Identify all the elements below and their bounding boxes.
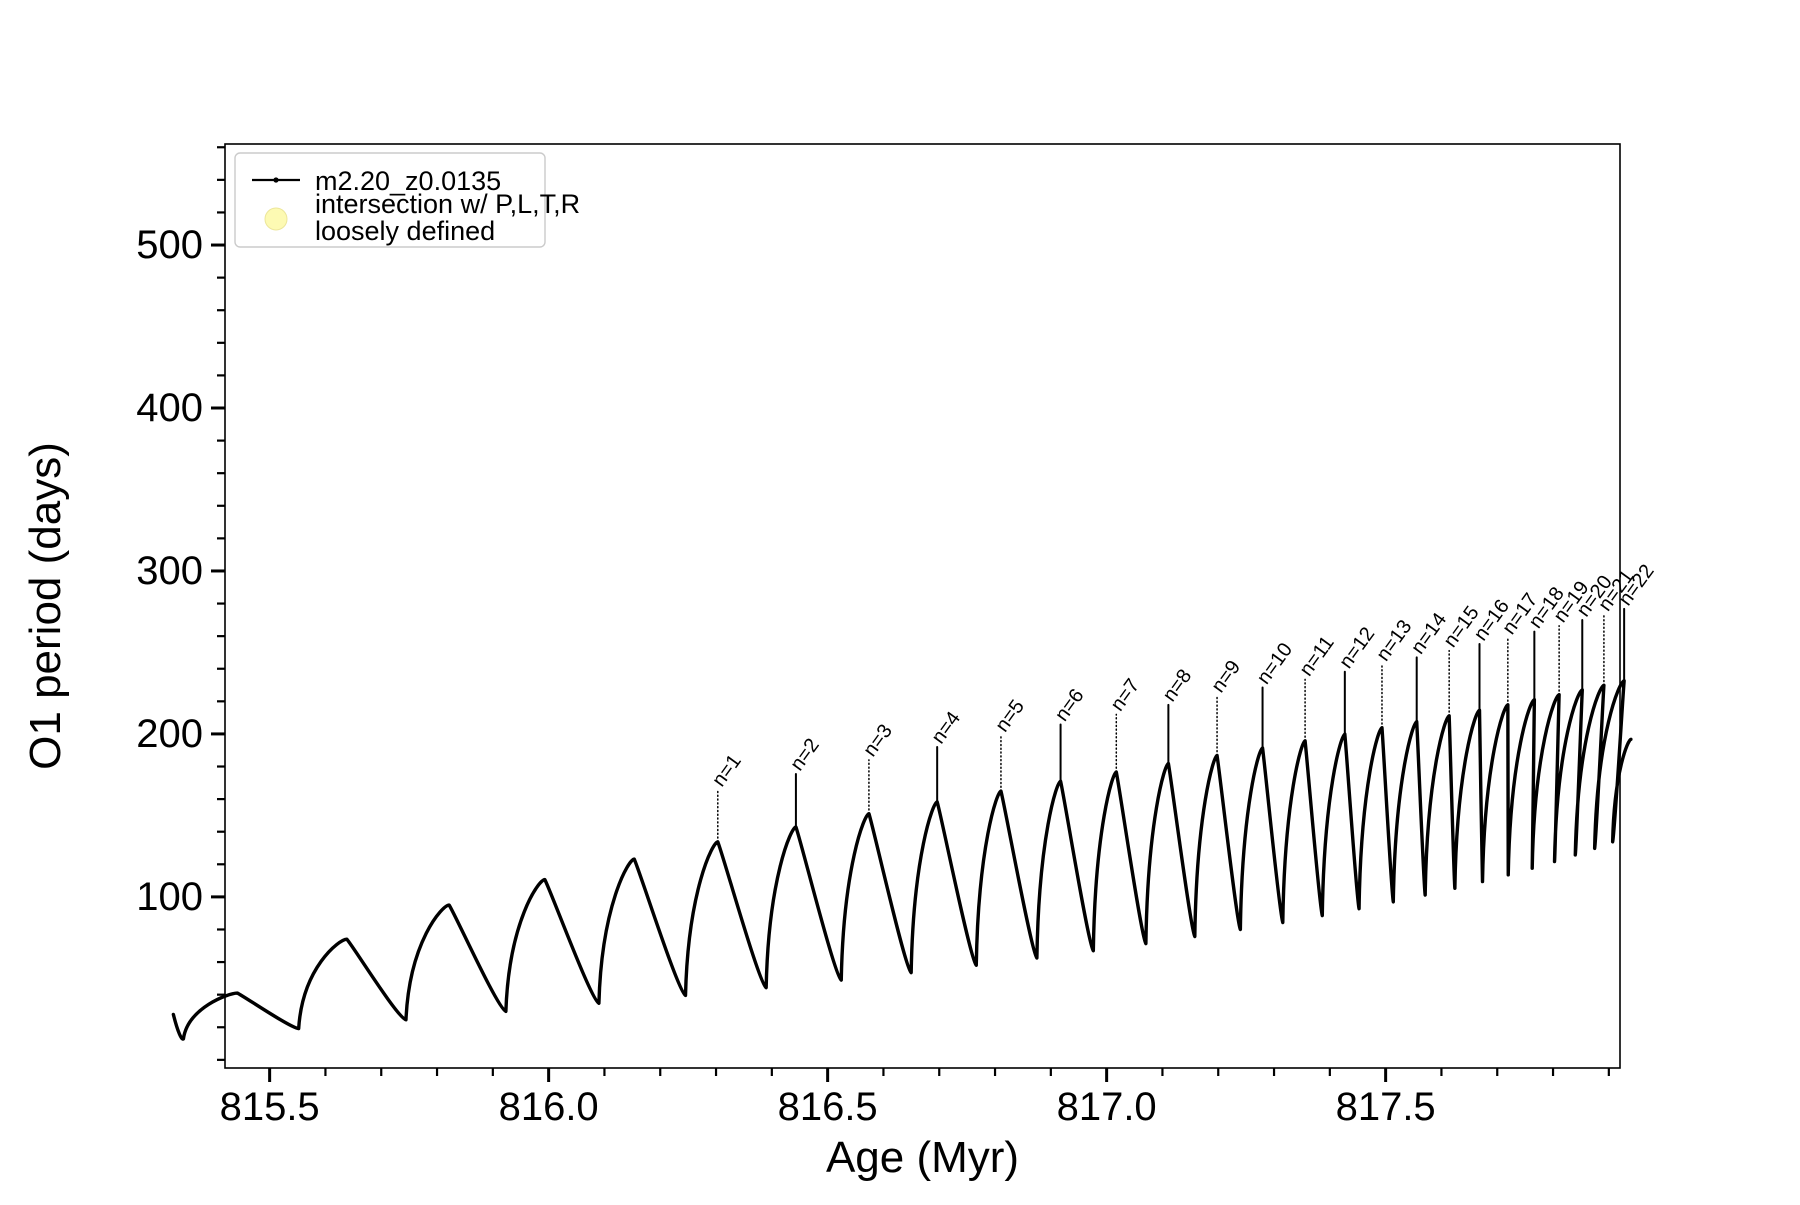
svg-text:300: 300 [136, 549, 203, 593]
svg-text:816.0: 816.0 [499, 1085, 599, 1129]
svg-text:n=4: n=4 [927, 708, 965, 748]
svg-text:intersection w/ P,L,T,R: intersection w/ P,L,T,R [315, 189, 580, 219]
svg-text:400: 400 [136, 386, 203, 430]
svg-text:Age (Myr): Age (Myr) [826, 1133, 1019, 1182]
svg-text:100: 100 [136, 875, 203, 919]
svg-text:n=7: n=7 [1107, 675, 1145, 715]
svg-text:n=12: n=12 [1335, 623, 1379, 672]
svg-text:n=2: n=2 [786, 735, 824, 775]
svg-text:815.5: 815.5 [220, 1085, 320, 1129]
svg-text:O1 period (days): O1 period (days) [21, 442, 70, 770]
svg-text:816.5: 816.5 [778, 1085, 878, 1129]
svg-text:n=1: n=1 [708, 750, 746, 790]
svg-text:n=9: n=9 [1207, 656, 1245, 696]
svg-text:n=5: n=5 [991, 696, 1029, 736]
svg-text:500: 500 [136, 223, 203, 267]
svg-text:n=11: n=11 [1295, 632, 1338, 680]
svg-text:200: 200 [136, 712, 203, 756]
svg-text:loosely defined: loosely defined [315, 216, 495, 246]
svg-text:817.5: 817.5 [1336, 1085, 1436, 1129]
svg-text:n=3: n=3 [859, 720, 897, 760]
svg-text:n=8: n=8 [1159, 665, 1197, 705]
svg-text:n=10: n=10 [1253, 639, 1297, 688]
svg-text:n=6: n=6 [1051, 685, 1089, 725]
svg-text:817.0: 817.0 [1057, 1085, 1157, 1129]
